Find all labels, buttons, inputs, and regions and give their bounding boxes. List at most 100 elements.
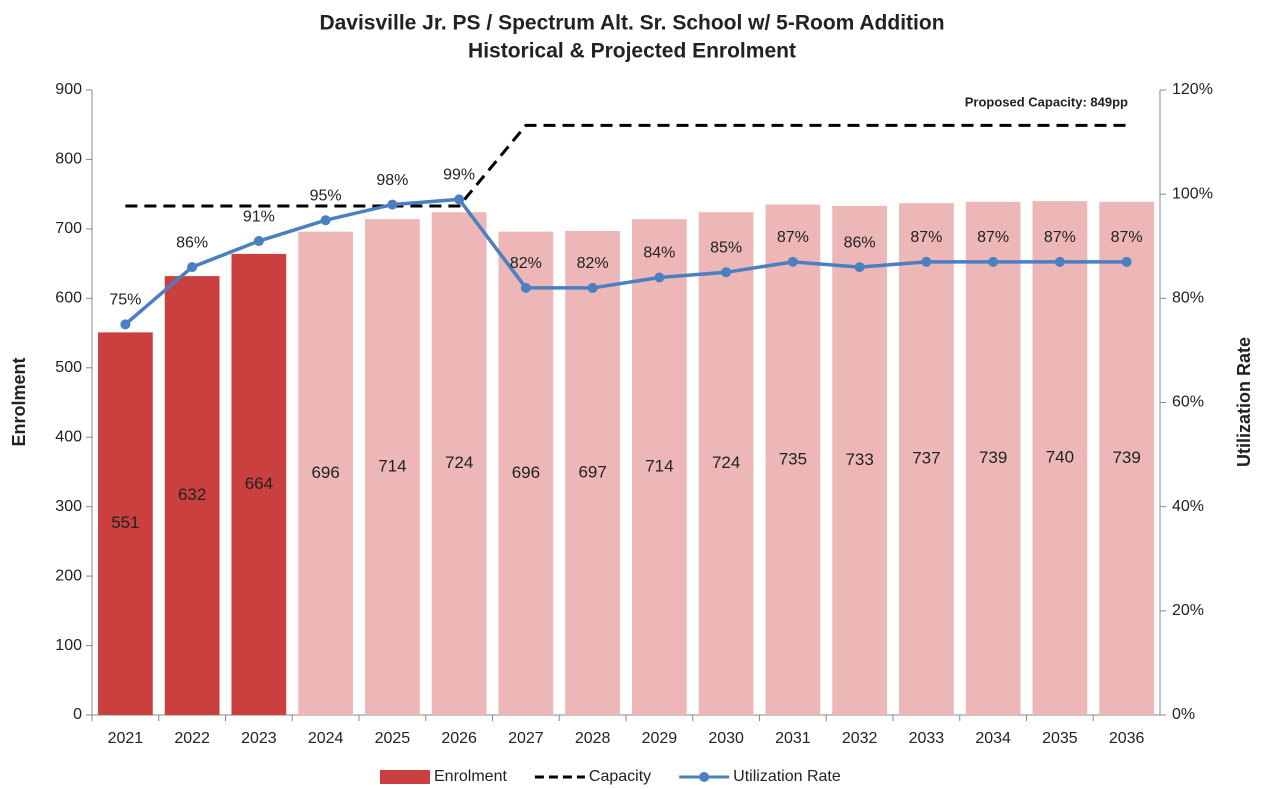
utilization-marker bbox=[387, 199, 398, 210]
utilization-marker bbox=[253, 236, 264, 247]
y-tick-label: 0 bbox=[73, 706, 82, 723]
utilization-label: 87% bbox=[777, 229, 809, 246]
utilization-marker bbox=[120, 319, 131, 330]
bar-value-label: 735 bbox=[779, 449, 807, 468]
bar-value-label: 740 bbox=[1046, 448, 1074, 467]
y-tick-label: 100 bbox=[55, 637, 82, 654]
utilization-label: 87% bbox=[910, 229, 942, 246]
utilization-marker bbox=[1054, 256, 1065, 267]
utilization-line bbox=[124, 197, 1127, 326]
bar-value-label: 724 bbox=[712, 453, 740, 472]
x-tick-label: 2031 bbox=[775, 730, 811, 747]
utilization-label: 87% bbox=[1111, 229, 1143, 246]
y-tick-label: 900 bbox=[55, 81, 82, 98]
bar bbox=[298, 231, 353, 715]
y-tick-label: 700 bbox=[55, 220, 82, 237]
legend-label: Utilization Rate bbox=[733, 768, 841, 785]
legend-marker bbox=[699, 772, 710, 782]
bar bbox=[431, 212, 487, 715]
bar-value-label: 737 bbox=[912, 449, 940, 468]
bar bbox=[832, 205, 887, 715]
annotation: Proposed Capacity: 849pp bbox=[965, 94, 1128, 109]
x-tick-label: 2027 bbox=[508, 730, 544, 747]
utilization-marker bbox=[520, 282, 531, 293]
bar bbox=[899, 203, 954, 715]
utilization-label: 82% bbox=[577, 255, 609, 272]
bar-value-label: 714 bbox=[378, 457, 406, 476]
bar bbox=[965, 201, 1021, 716]
x-tick-label: 2033 bbox=[909, 730, 945, 747]
bar-value-label: 551 bbox=[111, 513, 139, 532]
bar bbox=[1032, 201, 1088, 716]
utilization-marker bbox=[454, 194, 465, 205]
y-tick-label: 300 bbox=[55, 498, 82, 515]
bar bbox=[565, 230, 620, 715]
utilization-label: 87% bbox=[977, 229, 1009, 246]
utilization-marker bbox=[921, 256, 932, 267]
x-tick-label: 2029 bbox=[642, 730, 678, 747]
y2-tick-label: 80% bbox=[1172, 290, 1204, 307]
x-tick-label: 2022 bbox=[174, 730, 210, 747]
y-tick-label: 200 bbox=[55, 567, 82, 584]
utilization-marker bbox=[1121, 256, 1132, 267]
y2-tick-label: 100% bbox=[1172, 185, 1213, 202]
bar-value-label: 664 bbox=[245, 474, 273, 493]
chart-title: Davisville Jr. PS / Spectrum Alt. Sr. Sc… bbox=[319, 12, 944, 35]
y2-axis-title: Utilization Rate bbox=[1234, 337, 1254, 467]
utilization-marker bbox=[320, 215, 331, 226]
x-tick-label: 2035 bbox=[1042, 730, 1078, 747]
bar-value-label: 724 bbox=[445, 453, 473, 472]
utilization-label: 95% bbox=[310, 187, 342, 204]
x-tick-label: 2032 bbox=[842, 730, 878, 747]
utilization-marker bbox=[654, 272, 665, 283]
bar bbox=[164, 276, 220, 715]
x-tick-label: 2021 bbox=[108, 730, 144, 747]
bar-value-label: 697 bbox=[578, 462, 606, 481]
y-tick-label: 800 bbox=[55, 151, 82, 168]
bar bbox=[1099, 201, 1154, 716]
bar bbox=[765, 204, 821, 716]
y2-tick-label: 20% bbox=[1172, 602, 1204, 619]
bar bbox=[98, 332, 153, 715]
utilization-label: 91% bbox=[243, 208, 275, 225]
bar-value-label: 696 bbox=[512, 463, 540, 482]
y-tick-label: 400 bbox=[55, 428, 82, 445]
bar-value-label: 632 bbox=[178, 485, 206, 504]
bar bbox=[365, 219, 420, 715]
bar-value-label: 739 bbox=[1112, 448, 1140, 467]
bar-value-label: 739 bbox=[979, 448, 1007, 467]
x-tick-label: 2036 bbox=[1109, 730, 1145, 747]
y2-tick-label: 40% bbox=[1172, 498, 1204, 515]
utilization-label: 86% bbox=[176, 234, 208, 251]
legend-swatch bbox=[380, 770, 430, 784]
utilization-label: 99% bbox=[443, 167, 475, 184]
utilization-marker bbox=[854, 262, 865, 273]
x-tick-label: 2025 bbox=[375, 730, 411, 747]
y2-tick-label: 0% bbox=[1172, 706, 1195, 723]
utilization-marker bbox=[187, 262, 198, 273]
utilization-label: 84% bbox=[643, 245, 675, 262]
legend-label: Enrolment bbox=[434, 768, 507, 785]
x-tick-label: 2034 bbox=[975, 730, 1011, 747]
bar bbox=[698, 212, 754, 715]
x-tick-label: 2024 bbox=[308, 730, 344, 747]
utilization-label: 98% bbox=[376, 172, 408, 189]
bar-value-label: 733 bbox=[845, 450, 873, 469]
utilization-label: 85% bbox=[710, 240, 742, 257]
y2-tick-label: 120% bbox=[1172, 81, 1213, 98]
y-axis-title: Enrolment bbox=[9, 357, 29, 446]
bar bbox=[231, 253, 287, 715]
bar-value-label: 714 bbox=[645, 457, 673, 476]
utilization-marker bbox=[787, 256, 798, 267]
utilization-marker bbox=[988, 256, 999, 267]
bar bbox=[632, 219, 687, 715]
capacity-line bbox=[125, 123, 1127, 208]
x-tick-label: 2023 bbox=[241, 730, 277, 747]
bar-value-label: 696 bbox=[311, 463, 339, 482]
x-tick-label: 2030 bbox=[708, 730, 744, 747]
legend-label: Capacity bbox=[589, 768, 651, 785]
bar bbox=[498, 231, 554, 715]
utilization-label: 82% bbox=[510, 255, 542, 272]
x-tick-label: 2026 bbox=[441, 730, 477, 747]
y2-tick-label: 60% bbox=[1172, 394, 1204, 411]
